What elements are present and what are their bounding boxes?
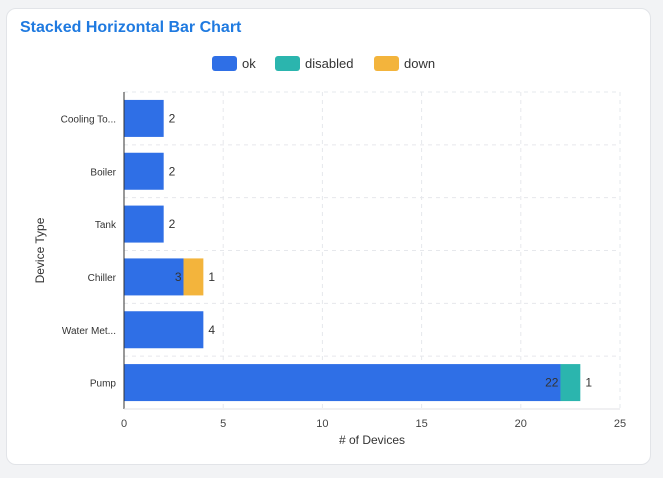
legend-label-down: down bbox=[404, 56, 435, 71]
grid bbox=[124, 91, 621, 409]
bar-segment-disabled bbox=[560, 364, 581, 402]
legend: ok disabled down bbox=[212, 56, 435, 71]
data-label: 2 bbox=[169, 111, 176, 125]
data-label: 1 bbox=[208, 270, 215, 284]
axes: Cooling To... Boiler Tank Chiller Water Met.… bbox=[33, 92, 626, 447]
legend-swatch-down bbox=[374, 56, 399, 71]
x-tick-label: 0 bbox=[121, 418, 127, 430]
bar-segment-ok bbox=[124, 152, 164, 190]
chart-title: Stacked Horizontal Bar Chart bbox=[20, 19, 242, 36]
bar-segment-down bbox=[183, 258, 204, 296]
x-axis-title: # of Devices bbox=[339, 433, 405, 447]
y-tick-label: Boiler bbox=[90, 167, 116, 178]
y-tick-label: Pump bbox=[90, 379, 117, 390]
legend-swatch-disabled bbox=[275, 56, 300, 71]
y-tick-label: Water Met... bbox=[62, 326, 116, 337]
x-tick-label: 5 bbox=[220, 418, 226, 430]
bar-segment-ok bbox=[124, 311, 204, 349]
bar-segment-ok bbox=[124, 364, 561, 402]
data-label: 2 bbox=[169, 217, 176, 231]
data-label: 22 bbox=[545, 376, 559, 390]
x-tick-label: 25 bbox=[614, 418, 626, 430]
x-tick-label: 20 bbox=[515, 418, 527, 430]
legend-label-ok: ok bbox=[242, 56, 256, 71]
data-label: 1 bbox=[585, 376, 592, 390]
x-tick-label: 10 bbox=[316, 418, 328, 430]
data-label: 3 bbox=[175, 270, 182, 284]
y-tick-label: Cooling To... bbox=[61, 114, 116, 125]
bar-segment-ok bbox=[124, 258, 184, 296]
y-axis-title: Device Type bbox=[33, 217, 47, 283]
x-tick-label: 15 bbox=[415, 418, 427, 430]
data-label: 2 bbox=[169, 164, 176, 178]
y-tick-label: Tank bbox=[95, 220, 117, 231]
y-tick-label: Chiller bbox=[88, 273, 117, 284]
bar-segment-ok bbox=[124, 99, 164, 137]
data-label: 4 bbox=[208, 323, 215, 337]
bar-segment-ok bbox=[124, 205, 164, 243]
legend-swatch-ok bbox=[212, 56, 237, 71]
legend-label-disabled: disabled bbox=[305, 56, 353, 71]
